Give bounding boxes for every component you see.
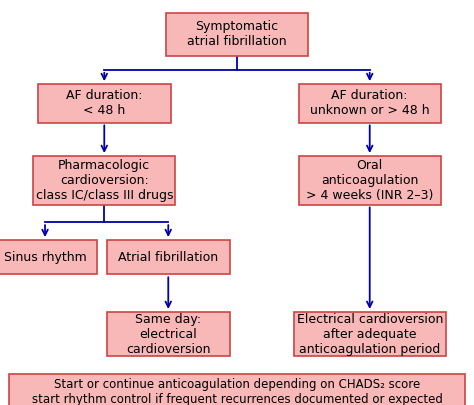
FancyBboxPatch shape [0, 240, 97, 275]
FancyBboxPatch shape [38, 84, 171, 122]
Text: Sinus rhythm: Sinus rhythm [4, 251, 86, 264]
FancyBboxPatch shape [107, 312, 230, 356]
Text: Atrial fibrillation: Atrial fibrillation [118, 251, 219, 264]
FancyBboxPatch shape [294, 312, 446, 356]
FancyBboxPatch shape [299, 84, 441, 122]
Text: Start or continue anticoagulation depending on CHADS₂ score
start rhythm control: Start or continue anticoagulation depend… [32, 377, 442, 405]
Text: AF duration:
unknown or > 48 h: AF duration: unknown or > 48 h [310, 89, 429, 117]
Text: Same day:
electrical
cardioversion: Same day: electrical cardioversion [126, 313, 210, 356]
FancyBboxPatch shape [107, 240, 230, 275]
FancyBboxPatch shape [166, 13, 308, 56]
Text: Oral
anticoagulation
> 4 weeks (INR 2–3): Oral anticoagulation > 4 weeks (INR 2–3) [306, 159, 433, 202]
Text: AF duration:
< 48 h: AF duration: < 48 h [66, 89, 143, 117]
FancyBboxPatch shape [33, 156, 175, 205]
FancyBboxPatch shape [9, 374, 465, 405]
FancyBboxPatch shape [299, 156, 441, 205]
Text: Pharmacologic
cardioversion:
class IC/class III drugs: Pharmacologic cardioversion: class IC/cl… [36, 159, 173, 202]
Text: Electrical cardioversion
after adequate
anticoagulation period: Electrical cardioversion after adequate … [297, 313, 443, 356]
Text: Symptomatic
atrial fibrillation: Symptomatic atrial fibrillation [187, 20, 287, 49]
